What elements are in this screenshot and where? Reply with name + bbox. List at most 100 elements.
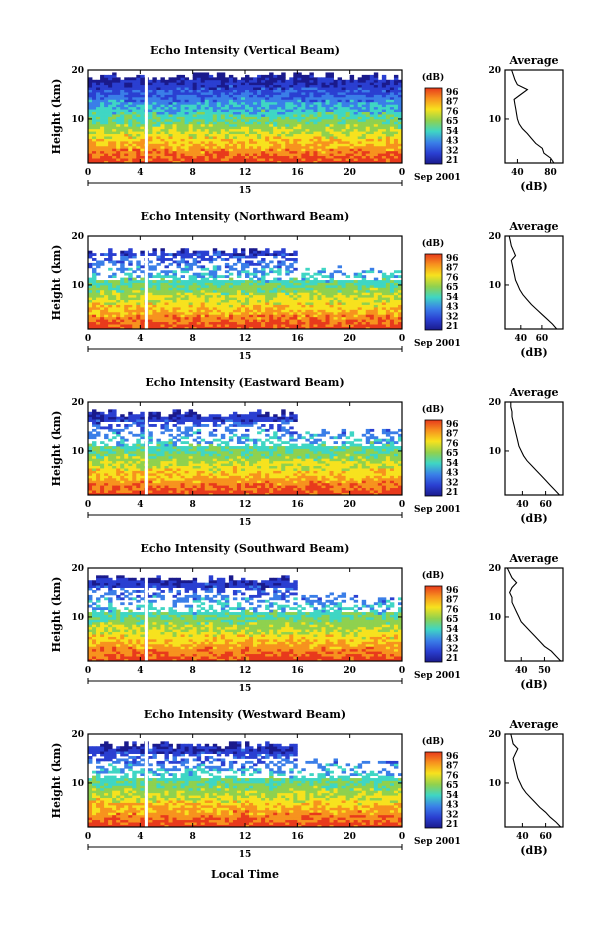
heat-cell <box>220 311 226 315</box>
heat-cell <box>100 326 105 330</box>
heat-cell <box>397 275 403 279</box>
heat-cell <box>224 101 230 105</box>
heat-cell <box>245 265 250 269</box>
heat-cell <box>112 287 117 291</box>
heat-cell <box>228 116 234 120</box>
heat-cell <box>152 289 157 293</box>
heat-cell <box>293 153 298 157</box>
heat-cell <box>236 138 242 142</box>
heat-cell <box>156 140 161 144</box>
heat-cell <box>236 314 242 318</box>
heat-cell <box>277 304 282 308</box>
heat-cell <box>301 79 306 83</box>
heat-cell <box>353 321 359 325</box>
heat-cell <box>140 284 145 288</box>
heat-cell <box>108 477 113 481</box>
heat-cell <box>88 131 93 135</box>
heat-cell <box>192 153 198 157</box>
heat-cell <box>188 255 194 259</box>
heat-cell <box>277 84 282 88</box>
heat-cell <box>152 77 157 81</box>
heat-cell <box>160 260 165 264</box>
heat-cell <box>385 123 391 127</box>
heat-cell <box>357 104 363 108</box>
heat-cell <box>140 114 145 117</box>
heat-cell <box>148 324 153 327</box>
heat-cell <box>92 463 97 467</box>
heat-cell <box>265 248 270 252</box>
heat-cell <box>108 304 113 308</box>
heat-cell <box>212 282 218 286</box>
heat-cell <box>208 74 214 78</box>
heat-cell <box>220 118 226 122</box>
heat-cell <box>92 492 97 496</box>
heat-cell <box>232 150 238 154</box>
heat-cell <box>104 138 109 142</box>
heat-cell <box>92 148 97 152</box>
heat-cell <box>204 277 210 281</box>
heat-cell <box>301 292 306 296</box>
heat-cell <box>317 87 322 90</box>
heat-cell <box>281 94 286 98</box>
heat-cell <box>273 292 278 296</box>
heat-cell <box>305 128 310 132</box>
heat-cell <box>92 116 97 120</box>
heat-cell <box>385 289 391 293</box>
heat-cell <box>357 314 363 318</box>
heat-cell <box>208 77 214 81</box>
heat-cell <box>112 106 117 110</box>
heat-cell <box>249 292 254 296</box>
heat-cell <box>224 253 230 256</box>
heat-cell <box>301 306 306 310</box>
heat-cell <box>208 294 214 298</box>
heat-cell <box>293 101 298 105</box>
heat-cell <box>236 99 242 103</box>
heat-cell <box>393 324 399 327</box>
heat-cell <box>184 299 190 303</box>
heat-cell <box>120 324 125 327</box>
heat-cell <box>120 297 125 301</box>
heat-cell <box>164 289 169 293</box>
heat-cell <box>313 121 318 125</box>
heat-cell <box>361 309 367 313</box>
heat-cell <box>172 311 177 315</box>
heat-cell <box>249 87 254 90</box>
heat-cell <box>100 455 105 459</box>
heat-cell <box>192 131 198 135</box>
heat-cell <box>176 145 181 149</box>
heat-cell <box>325 123 330 127</box>
heat-cell <box>277 116 282 120</box>
heat-cell <box>261 84 266 88</box>
heat-cell <box>196 118 202 122</box>
heat-cell <box>168 306 173 310</box>
heat-cell <box>240 99 246 103</box>
heat-cell <box>212 155 218 159</box>
heat-cell <box>277 250 282 254</box>
heat-cell <box>96 455 101 459</box>
heat-cell <box>88 475 93 479</box>
heat-cell <box>200 143 206 147</box>
heat-cell <box>361 289 367 293</box>
heat-cell <box>120 131 125 135</box>
heat-cell <box>104 79 109 83</box>
heat-cell <box>180 150 186 154</box>
heat-cell <box>168 118 173 122</box>
heat-cell <box>204 321 210 325</box>
y-axis-label: Height (km) <box>50 411 63 487</box>
heat-cell <box>361 111 367 115</box>
heat-cell <box>104 109 109 113</box>
heat-cell <box>220 145 226 149</box>
heat-cell <box>397 150 403 154</box>
heat-cell <box>269 309 274 313</box>
heat-cell <box>353 101 359 105</box>
heat-cell <box>152 136 157 139</box>
heat-cell <box>377 148 383 152</box>
heat-cell <box>269 138 274 142</box>
heat-cell <box>236 258 242 261</box>
profile-x-tick-label: 40 <box>515 334 528 344</box>
heat-cell <box>112 306 117 310</box>
heat-cell <box>285 140 290 144</box>
heat-cell <box>188 321 194 325</box>
heat-cell <box>88 463 93 467</box>
heat-cell <box>353 106 359 110</box>
